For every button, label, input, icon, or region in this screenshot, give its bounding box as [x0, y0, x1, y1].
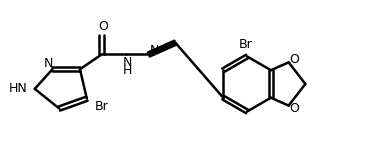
Text: N: N	[122, 56, 132, 69]
Text: H: H	[122, 64, 132, 77]
Text: O: O	[99, 20, 108, 33]
Text: N: N	[44, 57, 53, 70]
Text: HN: HN	[9, 82, 28, 95]
Text: O: O	[290, 53, 300, 66]
Text: Br: Br	[238, 38, 252, 51]
Text: Br: Br	[95, 100, 108, 113]
Text: N: N	[150, 44, 160, 57]
Text: O: O	[290, 102, 300, 115]
